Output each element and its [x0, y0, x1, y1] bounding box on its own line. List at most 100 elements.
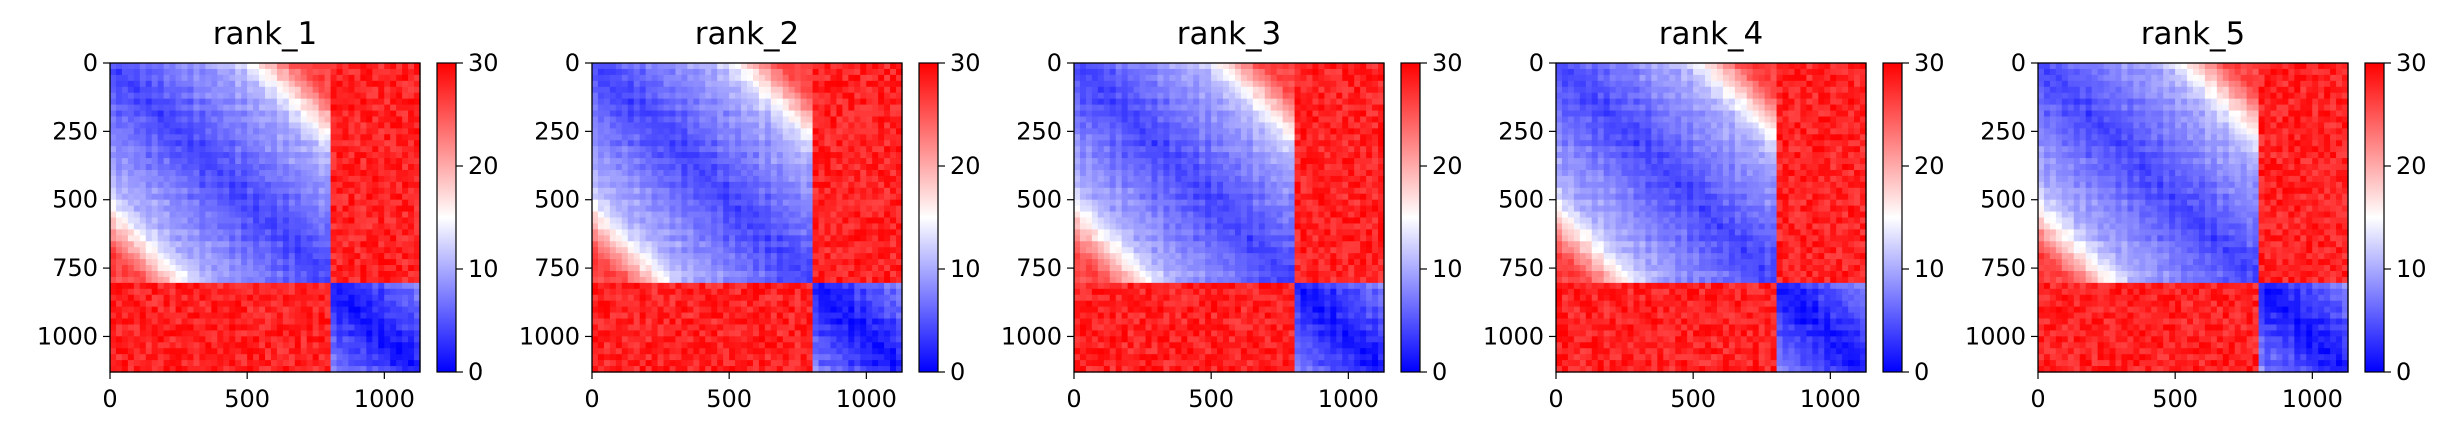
- heatmap-cell: [235, 116, 242, 124]
- heatmap-cell: [800, 74, 808, 82]
- heatmap-cell: [175, 146, 183, 153]
- heatmap-cell: [163, 164, 171, 171]
- heatmap-cell: [366, 140, 373, 147]
- heatmap-cell: [705, 63, 712, 70]
- heatmap-cell: [627, 104, 635, 112]
- heatmap-cell: [169, 235, 177, 242]
- heatmap-cell: [229, 164, 236, 171]
- heatmap-cell: [330, 68, 338, 76]
- heatmap-cell: [384, 318, 391, 326]
- heatmap-cell: [592, 342, 599, 349]
- heatmap-cell: [157, 86, 165, 94]
- heatmap-cell: [110, 253, 117, 260]
- heatmap-cell: [259, 128, 266, 135]
- heatmap-cell: [294, 235, 302, 242]
- heatmap-cell: [270, 181, 278, 189]
- heatmap-cell: [306, 223, 314, 230]
- heatmap-cell: [717, 152, 724, 159]
- heatmap-cell: [360, 241, 367, 248]
- heatmap-cell: [675, 110, 683, 118]
- heatmap-cell: [318, 282, 326, 290]
- heatmap-cell: [139, 354, 147, 361]
- heatmap-cell: [211, 122, 218, 129]
- heatmap-cell: [235, 128, 242, 135]
- heatmap-cell: [824, 175, 832, 183]
- heatmap-cell: [253, 217, 260, 225]
- heatmap-cell: [633, 265, 641, 272]
- heatmap-cell: [360, 336, 367, 343]
- heatmap-cell: [187, 128, 195, 135]
- heatmap-cell: [758, 235, 766, 242]
- heatmap-cell: [265, 175, 272, 183]
- heatmap-cell: [276, 98, 284, 106]
- heatmap-cell: [384, 330, 391, 337]
- heatmap-cell: [217, 211, 224, 219]
- heatmap-cell: [354, 152, 361, 159]
- heatmap-cell: [223, 146, 230, 153]
- heatmap-cell: [163, 63, 171, 70]
- heatmap-cell: [133, 241, 141, 248]
- heatmap-cell: [300, 116, 308, 124]
- heatmap-cell: [199, 199, 206, 207]
- heatmap-cell: [175, 247, 183, 254]
- heatmap-cell: [211, 175, 218, 183]
- heatmap-cell: [312, 74, 320, 82]
- heatmap-cell: [259, 122, 266, 129]
- heatmap-cell: [372, 336, 379, 343]
- heatmap-cell: [205, 270, 212, 278]
- heatmap-cell: [687, 116, 694, 124]
- heatmap-cell: [723, 253, 730, 260]
- heatmap-cell: [402, 211, 409, 219]
- heatmap-cell: [770, 312, 778, 320]
- heatmap-cell: [651, 74, 659, 82]
- heatmap-cell: [348, 306, 356, 314]
- heatmap-cell: [294, 348, 302, 355]
- heatmap-cell: [735, 360, 742, 367]
- heatmap-cell: [354, 122, 361, 129]
- heatmap-cell: [330, 116, 338, 124]
- heatmap-cell: [390, 259, 397, 266]
- heatmap-cell: [294, 158, 302, 165]
- heatmap-cell: [366, 253, 373, 260]
- heatmap-cell: [270, 360, 278, 367]
- heatmap-cell: [151, 80, 159, 88]
- heatmap-cell: [627, 265, 635, 272]
- heatmap-cell: [711, 86, 718, 94]
- heatmap-cell: [806, 306, 814, 314]
- heatmap-cell: [705, 342, 712, 349]
- heatmap-cell: [336, 199, 344, 207]
- heatmap-cell: [699, 223, 706, 230]
- heatmap-cell: [187, 300, 195, 308]
- heatmap-cell: [747, 270, 754, 278]
- heatmap-cell: [145, 92, 153, 100]
- heatmap-cell: [247, 282, 254, 290]
- heatmap-cell: [597, 288, 605, 296]
- heatmap-cell: [300, 342, 308, 349]
- heatmap-cell: [818, 366, 826, 373]
- heatmap-cell: [324, 330, 332, 337]
- heatmap-cell: [300, 294, 308, 302]
- heatmap-cell: [139, 253, 147, 260]
- heatmap-cell: [378, 247, 385, 254]
- heatmap-cell: [723, 140, 730, 147]
- heatmap-cell: [705, 270, 712, 278]
- heatmap-cell: [824, 128, 832, 135]
- heatmap-cell: [752, 110, 760, 118]
- heatmap-cell: [729, 158, 736, 165]
- heatmap-cell: [651, 104, 659, 112]
- heatmap-cell: [770, 300, 778, 308]
- heatmap-cell: [770, 74, 778, 82]
- heatmap-cell: [348, 140, 356, 147]
- heatmap-cell: [675, 80, 683, 88]
- heatmap-cell: [127, 270, 135, 278]
- heatmap-cell: [681, 259, 688, 266]
- heatmap-cell: [229, 330, 236, 337]
- heatmap-cell: [270, 247, 278, 254]
- heatmap-cell: [139, 175, 147, 183]
- heatmap-cell: [312, 348, 320, 355]
- heatmap-cell: [414, 247, 421, 254]
- heatmap-cell: [699, 324, 706, 331]
- heatmap-cell: [247, 181, 254, 189]
- heatmap-cell: [669, 300, 677, 308]
- heatmap-cell: [145, 211, 153, 219]
